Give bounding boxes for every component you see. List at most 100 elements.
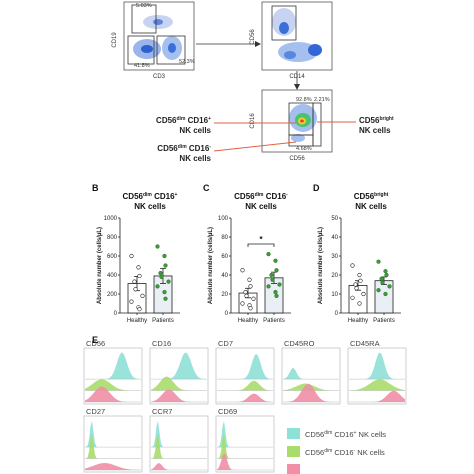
data-point xyxy=(129,253,134,259)
histogram-population-1 xyxy=(349,379,405,391)
gating-arrowhead-2 xyxy=(294,84,300,90)
panel-letter-e: E xyxy=(92,335,98,345)
chart-title-line2: NK cells xyxy=(355,202,387,211)
data-point xyxy=(136,265,141,270)
histogram-population-0 xyxy=(151,352,207,380)
y-tick-label: 20 xyxy=(221,292,228,298)
legend-label-cd16neg: CD56dim CD16- NK cells xyxy=(305,448,385,457)
data-point xyxy=(158,271,163,276)
chart-title-line2: NK cells xyxy=(245,202,277,211)
data-point xyxy=(350,263,355,268)
significance-marker: * xyxy=(259,235,263,244)
histogram-marker-label: CD27 xyxy=(86,407,105,416)
gate-pct-bright: 2.21% xyxy=(314,97,330,103)
data-point xyxy=(133,287,138,292)
gate-pct-cd19: 5.03% xyxy=(136,3,152,9)
histogram-population-2 xyxy=(151,463,207,470)
data-point xyxy=(269,272,274,278)
axis-label-cd19: CD19 xyxy=(112,32,118,48)
data-point xyxy=(251,296,256,301)
x-tick-label: Patients xyxy=(152,318,174,324)
bar-chart-c: CD56dim CD16-NK cells Absolute number (ce… xyxy=(208,192,291,324)
histogram-marker-label: CD16 xyxy=(152,339,171,348)
histogram-population-0 xyxy=(283,367,339,380)
panel-letter-b: B xyxy=(92,183,99,193)
data-point xyxy=(163,296,168,301)
legend-label-cd16pos: CD56dim CD16+ NK cells xyxy=(305,430,386,439)
axis-label-cd56-b: CD56 xyxy=(289,156,305,162)
callout-cd16neg-line2: NK cells xyxy=(179,154,211,163)
histogram-cd56: CD56 xyxy=(83,339,143,405)
gating-plot-cd56-cd14: CD56 CD14 xyxy=(250,1,333,80)
y-tick-label: 400 xyxy=(107,273,118,279)
histogram-cd7: CD7 xyxy=(215,339,275,405)
x-tick-label: Healthy xyxy=(348,318,368,324)
y-axis-label: Absolute number (cells/µL) xyxy=(318,227,324,304)
histogram-marker-label: CD45RA xyxy=(350,339,380,348)
data-point xyxy=(357,272,362,278)
data-point xyxy=(132,279,137,284)
gating-arrowhead-1 xyxy=(255,41,261,47)
histogram-population-2 xyxy=(349,390,405,402)
callout-cd16pos-line2: NK cells xyxy=(179,126,211,135)
data-point xyxy=(353,282,358,287)
gating-panel: 5.03% 41.8% 52.3% CD19 CD3 CD56 CD14 xyxy=(112,1,394,163)
gating-plot-cd19-cd3: 5.03% 41.8% 52.3% CD19 CD3 xyxy=(112,1,195,80)
data-point xyxy=(140,293,145,299)
gate-pct-cd16pos: 92.8% xyxy=(296,97,312,103)
y-tick-label: 0 xyxy=(114,311,118,317)
data-point xyxy=(166,279,171,284)
y-tick-label: 800 xyxy=(107,235,118,241)
y-tick-label: 50 xyxy=(331,216,338,222)
histogram-marker-label: CCR7 xyxy=(152,407,172,416)
callout-bright-line2: NK cells xyxy=(359,126,391,135)
histogram-cd27: CD27 xyxy=(83,407,143,473)
y-tick-label: 0 xyxy=(335,311,339,317)
gate-pct-cd16neg: 4.68% xyxy=(296,146,312,152)
data-point xyxy=(354,286,359,291)
data-point xyxy=(248,284,253,289)
gate-pct-right: 52.3% xyxy=(179,59,195,65)
axis-label-cd16: CD16 xyxy=(250,113,256,129)
histogram-population-2 xyxy=(151,389,207,402)
x-tick-label: Healthy xyxy=(238,318,258,324)
histogram-population-1 xyxy=(151,433,207,459)
axis-label-cd56: CD56 xyxy=(250,29,256,45)
histogram-marker-label: CD45RO xyxy=(284,339,315,348)
histogram-population-0 xyxy=(85,352,141,380)
data-point xyxy=(273,290,278,295)
y-tick-label: 40 xyxy=(221,273,228,279)
data-point xyxy=(387,284,392,289)
data-point xyxy=(383,291,388,297)
y-tick-label: 100 xyxy=(218,216,229,222)
data-point xyxy=(376,259,381,264)
legend-swatch-cd16pos xyxy=(287,428,300,439)
panel-letter-d: D xyxy=(313,183,320,193)
bar-chart-b: CD56dim CD16+NK cells Absolute number (ce… xyxy=(97,192,180,324)
data-point xyxy=(274,268,279,273)
callout-cd16neg: CD56dim CD16- xyxy=(157,144,211,153)
data-point xyxy=(155,284,160,289)
histogram-cd16: CD16 xyxy=(149,339,209,405)
data-point xyxy=(155,244,160,249)
data-point xyxy=(383,269,388,274)
data-point xyxy=(248,306,253,311)
legend-swatch-bright xyxy=(287,464,300,474)
y-tick-label: 60 xyxy=(221,254,228,260)
data-point xyxy=(273,258,278,263)
histogram-population-1 xyxy=(85,433,141,459)
histogram-cd69: CD69 xyxy=(215,407,275,473)
data-point xyxy=(357,301,362,306)
histogram-marker-label: CD69 xyxy=(218,407,237,416)
data-point xyxy=(274,293,279,299)
histogram-population-0 xyxy=(349,352,405,380)
chart-title: CD56bright xyxy=(354,192,389,201)
data-point xyxy=(137,307,142,312)
data-point xyxy=(240,268,245,273)
data-point xyxy=(277,282,282,287)
data-point xyxy=(379,276,384,281)
significance-bracket xyxy=(247,243,275,247)
data-point xyxy=(350,295,355,300)
y-tick-label: 40 xyxy=(331,235,338,241)
data-point xyxy=(358,278,363,283)
